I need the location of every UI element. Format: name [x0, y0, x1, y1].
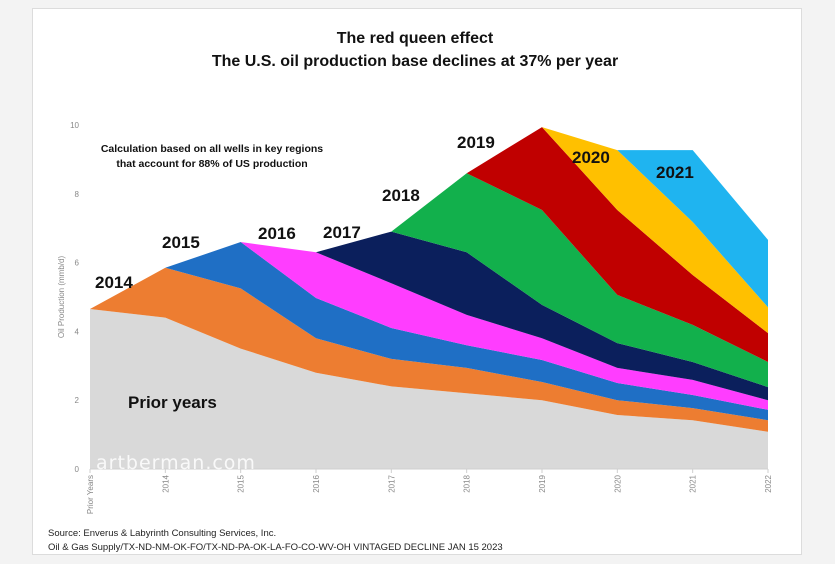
x-tick-label: 2020 — [613, 474, 622, 492]
area-2018 — [391, 173, 768, 388]
x-tick-label: 2021 — [689, 474, 698, 492]
x-tick-label: 2019 — [538, 474, 547, 492]
area-prior-years — [90, 309, 768, 469]
area-2021 — [617, 150, 768, 308]
x-tick-label: 2016 — [312, 474, 321, 492]
annotation-2019: 2019 — [457, 133, 495, 152]
annotation-2016: 2016 — [258, 224, 296, 243]
x-tick-label: 2018 — [463, 474, 472, 492]
y-tick-label: 8 — [75, 190, 80, 199]
area-2014 — [90, 267, 768, 432]
x-tick-label: 2017 — [387, 474, 396, 492]
annotation-2017: 2017 — [323, 223, 361, 242]
annotations: 2014 2015 2016 2017 2018 2019 2020 2021 Prior ye… — [95, 133, 694, 412]
annotation-2021: 2021 — [656, 163, 694, 182]
chart-title: The red queen effect — [337, 30, 494, 47]
note-line-1: Calculation based on all wells in key re… — [101, 143, 323, 155]
y-tick-label: 10 — [70, 121, 79, 130]
source-line-1: Source: Enverus & Labyrinth Consulting S… — [48, 528, 276, 539]
annotation-prior-years: Prior years — [128, 393, 217, 412]
x-tick-label: Prior Years — [86, 475, 95, 514]
y-axis-label: Oil Production (mmb/d) — [57, 256, 66, 339]
area-2019 — [466, 127, 768, 362]
annotation-2014: 2014 — [95, 273, 133, 292]
x-tick-label: 2014 — [161, 474, 170, 492]
annotation-2015: 2015 — [162, 233, 200, 252]
area-layers — [90, 127, 769, 469]
area-2016 — [240, 242, 768, 410]
y-tick-label: 0 — [75, 465, 80, 474]
y-tick-label: 6 — [75, 259, 80, 268]
area-2015 — [165, 242, 769, 421]
annotation-2020: 2020 — [572, 148, 610, 167]
y-tick-label: 2 — [75, 396, 80, 405]
area-2017 — [316, 231, 768, 401]
note-line-2: that account for 88% of US production — [116, 158, 307, 170]
source-line-2: Oil & Gas Supply/TX-ND-NM-OK-FO/TX-ND-PA… — [48, 542, 503, 553]
annotation-2018: 2018 — [382, 186, 420, 205]
x-tick-label: 2015 — [237, 474, 246, 492]
x-tick-label: 2022 — [764, 474, 773, 492]
y-tick-label: 4 — [75, 327, 80, 336]
watermark: artberman.com — [96, 452, 256, 474]
chart-subtitle: The U.S. oil production base declines at… — [212, 53, 618, 70]
area-2020 — [542, 127, 768, 334]
